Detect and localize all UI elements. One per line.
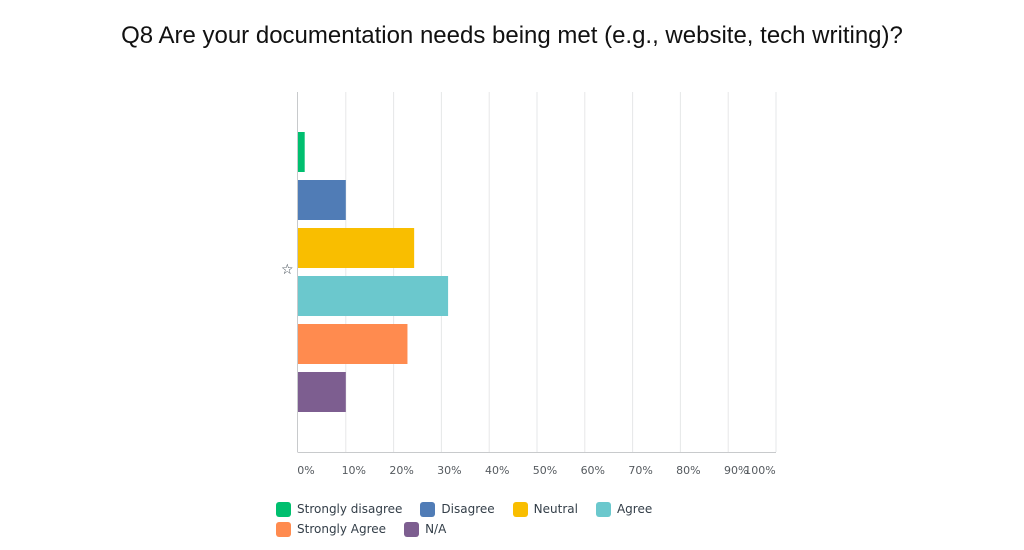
legend-swatch (276, 521, 291, 537)
x-tick-label: 0% (297, 464, 314, 477)
legend-label: Strongly Agree (297, 522, 387, 536)
bar-disagree[interactable] (298, 180, 346, 220)
bar-chart: 0% 10% 20% 30% 40% 50% 60% 70% 80% 90%100% (297, 92, 777, 477)
legend-label: N/A (425, 522, 447, 536)
legend-item[interactable]: Agree (595, 501, 653, 517)
x-tick-label: 90% (724, 464, 748, 477)
x-tick-label: 70% (628, 464, 652, 477)
legend-swatch (276, 501, 291, 517)
legend-label: Neutral (533, 502, 578, 516)
x-tick-label: 100% (744, 464, 775, 477)
star-outline-icon[interactable]: ☆ (281, 262, 294, 278)
legend-label: Disagree (441, 502, 495, 516)
bar-strongly-agree[interactable] (298, 324, 408, 364)
legend-item[interactable]: Disagree (420, 501, 495, 517)
bar-n-a[interactable] (298, 372, 346, 412)
legend-swatch (404, 521, 420, 537)
legend-swatch (595, 501, 611, 517)
bar-neutral[interactable] (298, 228, 415, 268)
x-tick-label: 80% (676, 464, 700, 477)
x-tick-label: 60% (581, 464, 605, 477)
legend-item[interactable]: Strongly Agree (276, 521, 387, 537)
legend-item[interactable]: Neutral (512, 501, 578, 517)
legend-row: Strongly Agree N/A (276, 519, 736, 539)
bar-agree[interactable] (298, 276, 449, 316)
legend-item[interactable]: Strongly disagree (276, 501, 403, 517)
x-tick-label: 10% (342, 464, 366, 477)
chart-title: Q8 Are your documentation needs being me… (121, 22, 903, 49)
chart-legend: Strongly disagree Disagree Neutral Agree Str… (276, 499, 736, 539)
bar-strongly-disagree[interactable] (298, 132, 305, 172)
legend-label: Agree (616, 502, 653, 516)
legend-item[interactable]: N/A (404, 521, 447, 537)
x-tick-label: 50% (533, 464, 557, 477)
x-tick-label: 20% (389, 464, 413, 477)
legend-label: Strongly disagree (297, 502, 403, 516)
legend-row: Strongly disagree Disagree Neutral Agree (276, 499, 736, 519)
x-tick-label: 40% (485, 464, 509, 477)
legend-swatch (420, 501, 436, 517)
legend-swatch (512, 501, 528, 517)
x-tick-label: 30% (437, 464, 461, 477)
